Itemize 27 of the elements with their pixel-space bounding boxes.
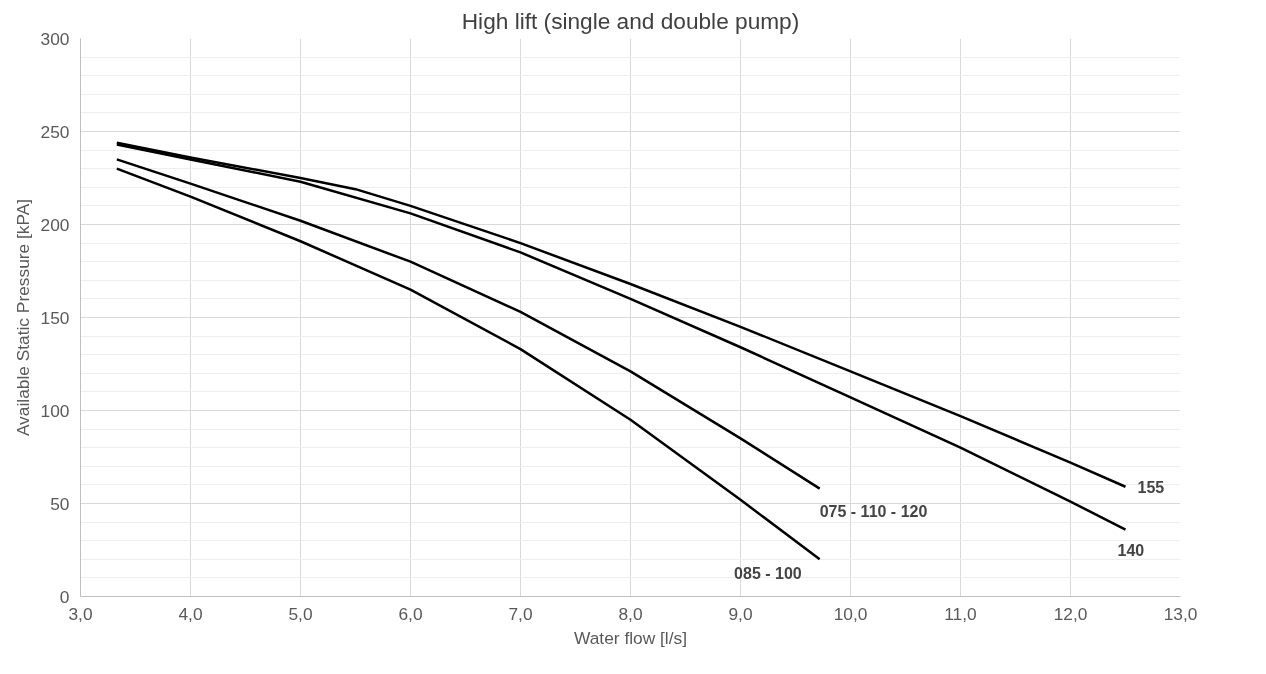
x-tick-label: 3,0 (68, 603, 93, 624)
y-tick-label: 100 (40, 400, 70, 421)
y-tick-label: 0 (59, 586, 70, 607)
x-tick-label: 12,0 (1053, 603, 1088, 624)
x-tick-label: 5,0 (288, 603, 313, 624)
series-label: 140 (1117, 541, 1145, 559)
x-tick-label: 4,0 (178, 603, 203, 624)
y-axis-title: Available Static Pressure [kPA] (12, 198, 33, 437)
x-tick-label: 9,0 (728, 603, 753, 624)
line-series (115, 167, 821, 561)
x-tick-label: 6,0 (398, 603, 423, 624)
series-label: 085 - 100 (734, 565, 802, 583)
series-label: 155 (1137, 478, 1165, 496)
x-tick-label: 10,0 (833, 603, 868, 624)
chart-title: High lift (single and double pump) (461, 7, 800, 34)
y-tick-label: 50 (50, 493, 70, 514)
x-axis-title: Water flow [l/s] (574, 627, 687, 648)
y-tick-label: 250 (40, 121, 70, 142)
x-tick-label: 7,0 (508, 603, 533, 624)
line-series (115, 158, 821, 490)
series-label: 075 - 110 - 120 (819, 502, 928, 520)
x-tick-label: 13,0 (1163, 603, 1198, 624)
x-tick-label: 11,0 (944, 603, 977, 624)
y-tick-label: 200 (40, 214, 70, 235)
y-tick-label: 150 (40, 307, 70, 328)
x-tick-label: 8,0 (618, 603, 643, 624)
y-tick-label: 300 (40, 28, 70, 49)
